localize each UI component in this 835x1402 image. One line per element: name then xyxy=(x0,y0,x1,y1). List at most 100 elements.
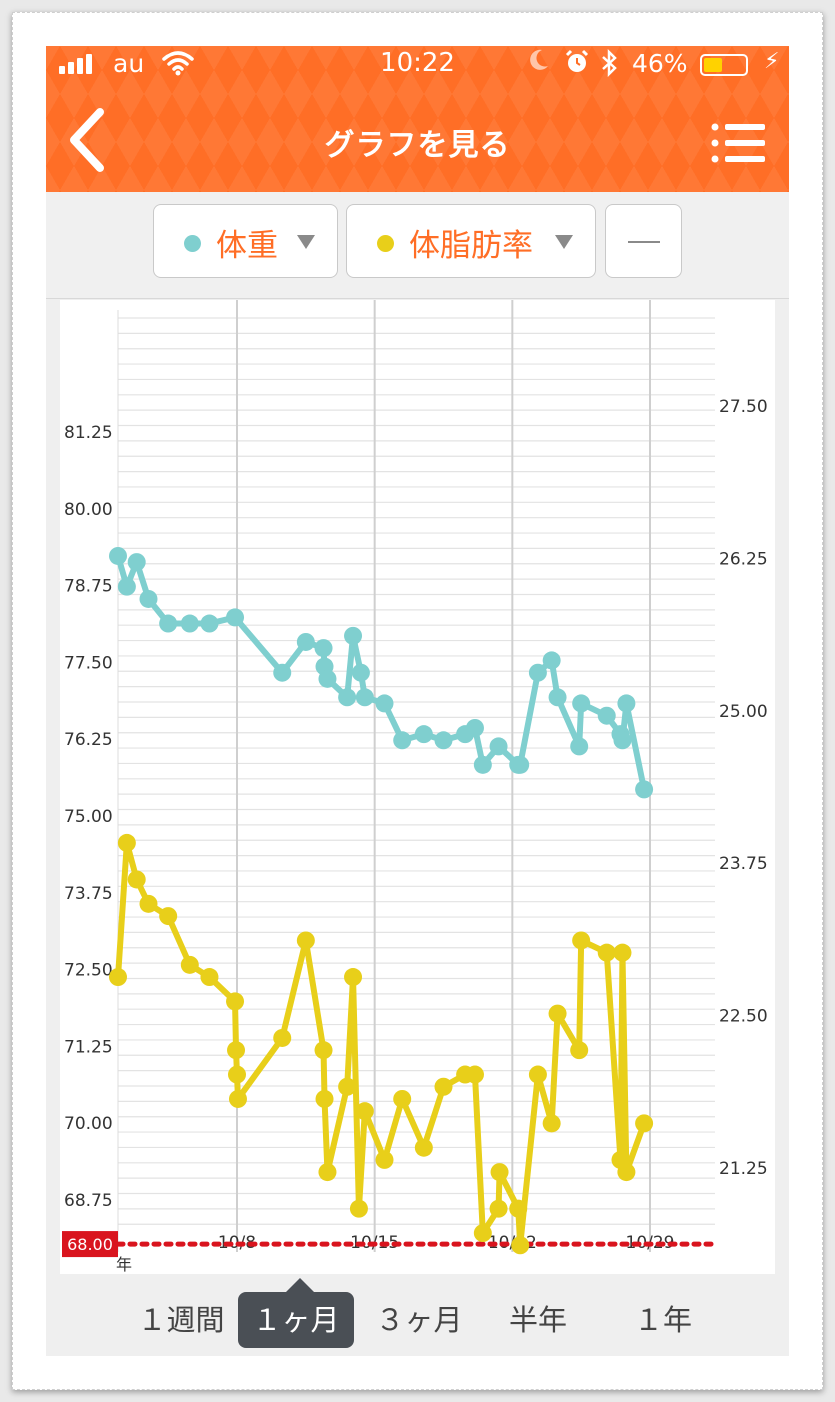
data-point-weight xyxy=(159,614,178,633)
data-point-body-fat xyxy=(127,870,146,889)
data-point-body-fat xyxy=(344,968,363,987)
data-point-body-fat xyxy=(180,955,199,974)
data-point-body-fat xyxy=(509,1199,528,1218)
data-point-weight xyxy=(314,639,333,658)
dash-icon xyxy=(628,241,660,243)
data-point-weight xyxy=(465,718,484,737)
series-line-body-fat xyxy=(115,839,647,1249)
data-point-body-fat xyxy=(228,1065,246,1084)
data-point-weight xyxy=(127,553,146,572)
data-point-weight xyxy=(511,755,530,774)
y-tick-label-right: 26.25 xyxy=(719,549,768,569)
caret-down-icon xyxy=(297,235,315,249)
data-point-weight xyxy=(635,780,654,799)
data-point-body-fat xyxy=(490,1163,509,1182)
carrier-name: au xyxy=(113,49,145,78)
y-tick-label-left: 71.25 xyxy=(64,1037,113,1057)
data-point-body-fat xyxy=(109,968,127,987)
data-point-body-fat xyxy=(414,1138,433,1157)
data-point-body-fat xyxy=(315,1089,334,1108)
menu-button[interactable] xyxy=(711,122,767,164)
data-point-weight xyxy=(109,546,127,565)
tab-3-months[interactable]: ３ヶ月 xyxy=(375,1303,463,1337)
target-label: 68.00 xyxy=(67,1235,113,1254)
data-point-weight xyxy=(548,688,567,707)
tab-1-month[interactable]: １ヶ月 xyxy=(238,1292,354,1348)
y-tick-label-left: 77.50 xyxy=(64,653,113,673)
metric-selector-empty[interactable] xyxy=(605,204,682,278)
back-button[interactable] xyxy=(64,104,114,176)
header-bar: au 10:22 46% ⚡ xyxy=(46,46,789,192)
data-point-weight xyxy=(375,694,394,713)
data-point-weight xyxy=(296,632,315,651)
data-point-weight xyxy=(489,737,508,756)
y-tick-label-left: 78.75 xyxy=(64,577,113,597)
data-point-weight xyxy=(338,688,357,707)
data-point-body-fat xyxy=(355,1102,374,1121)
y-tick-label-left: 81.25 xyxy=(64,423,113,443)
data-point-weight xyxy=(200,614,219,633)
status-time: 10:22 xyxy=(380,48,455,78)
data-point-weight xyxy=(570,737,589,756)
active-tab-pointer xyxy=(286,1278,314,1292)
chart-area: 81.25 80.00 78.75 77.50 76.25 75.00 73.75 72.50… xyxy=(60,300,775,1274)
tab-half-year[interactable]: 半年 xyxy=(508,1303,567,1337)
data-point-body-fat xyxy=(570,1041,589,1060)
data-point-body-fat xyxy=(375,1150,394,1169)
data-point-body-fat xyxy=(542,1114,561,1133)
tab-1-week[interactable]: １週間 xyxy=(137,1303,225,1337)
data-point-body-fat xyxy=(273,1028,292,1047)
y-tick-label-right: 21.25 xyxy=(719,1159,768,1179)
list-menu-icon xyxy=(711,123,765,163)
body-fat-color-dot xyxy=(377,235,394,252)
data-point-body-fat xyxy=(617,1163,636,1182)
y-tick-label-right: 27.50 xyxy=(719,397,768,417)
data-point-weight xyxy=(473,755,492,774)
battery-icon xyxy=(700,54,748,76)
data-point-body-fat xyxy=(613,943,632,962)
target-label-badge xyxy=(62,1231,118,1258)
data-point-weight xyxy=(393,731,412,750)
data-point-body-fat xyxy=(511,1236,530,1255)
data-point-body-fat xyxy=(473,1224,492,1243)
data-point-weight xyxy=(613,731,632,750)
data-point-body-fat xyxy=(393,1089,412,1108)
data-point-weight xyxy=(434,731,453,750)
moon-icon xyxy=(530,49,548,70)
data-point-body-fat xyxy=(318,1163,337,1182)
data-point-body-fat xyxy=(227,1041,246,1060)
data-point-body-fat xyxy=(434,1077,453,1096)
data-point-body-fat xyxy=(159,907,178,926)
chevron-left-icon xyxy=(70,108,104,172)
tab-1-year[interactable]: １年 xyxy=(633,1303,692,1337)
data-point-weight xyxy=(318,669,337,688)
charging-bolt-icon: ⚡ xyxy=(764,49,780,74)
metric-selector-weight[interactable]: 体重 xyxy=(153,204,338,278)
app-screen: au 10:22 46% ⚡ xyxy=(46,46,789,1356)
alarm-icon xyxy=(565,49,589,72)
data-point-body-fat xyxy=(489,1199,508,1218)
y-tick-label-right: 22.50 xyxy=(719,1007,768,1027)
data-point-weight xyxy=(617,694,636,713)
bluetooth-icon xyxy=(602,49,617,77)
y-tick-label-left: 70.00 xyxy=(64,1114,113,1134)
series-line-weight xyxy=(115,555,648,791)
metric-selector-label: 体脂肪率 xyxy=(409,228,533,264)
data-point-weight xyxy=(572,694,591,713)
data-point-body-fat xyxy=(296,931,315,950)
y-tick-label-right: 23.75 xyxy=(719,854,768,874)
status-bar: au 10:22 46% ⚡ xyxy=(46,46,789,86)
metric-selector-body-fat[interactable]: 体脂肪率 xyxy=(346,204,596,278)
battery-percent: 46% xyxy=(632,49,688,78)
data-point-body-fat xyxy=(635,1114,654,1133)
data-point-body-fat xyxy=(349,1199,368,1218)
y-tick-label-left: 72.50 xyxy=(64,961,113,981)
data-point-weight xyxy=(528,663,547,682)
x-axis-year-label: 年 xyxy=(116,1255,132,1274)
data-point-body-fat xyxy=(338,1077,357,1096)
metric-selector-bar: 体重 体脂肪率 xyxy=(46,192,789,299)
data-point-weight xyxy=(542,651,561,670)
data-point-body-fat xyxy=(314,1041,333,1060)
data-point-body-fat xyxy=(226,992,245,1011)
caret-down-icon xyxy=(555,235,573,249)
